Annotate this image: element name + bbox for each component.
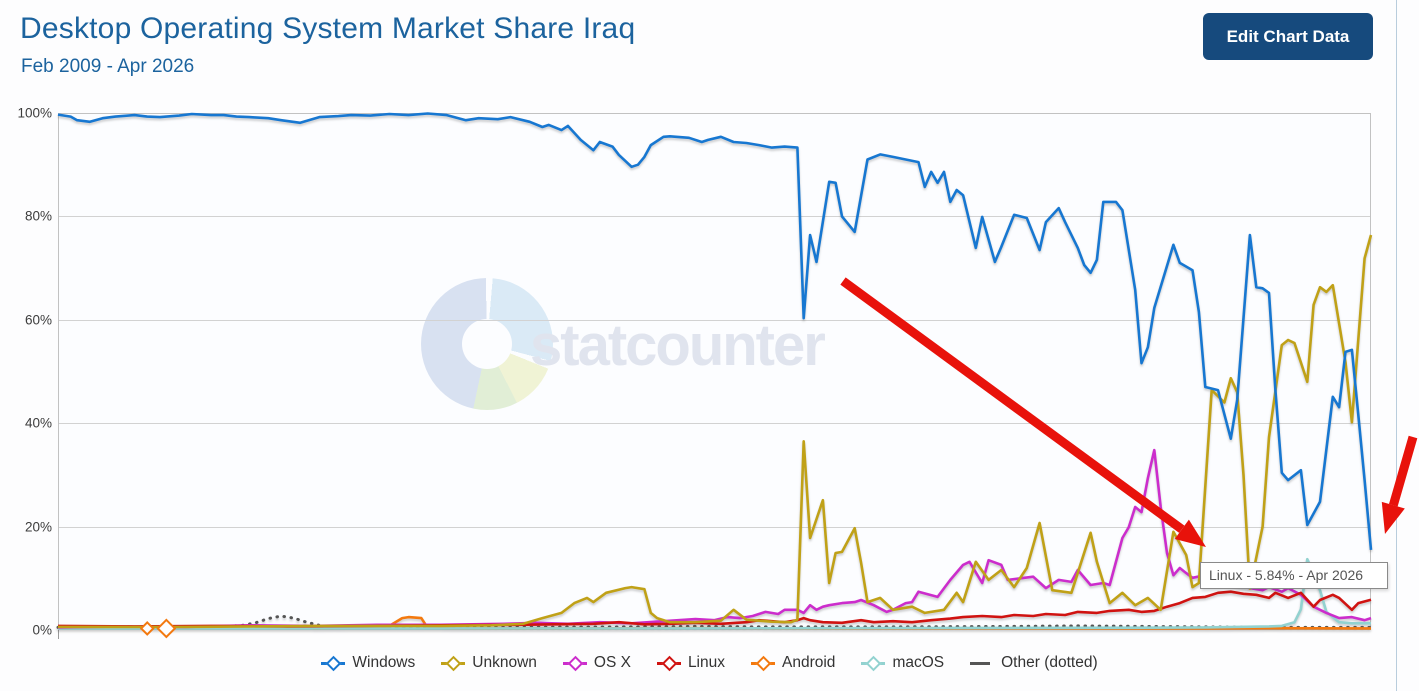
- gridline-80: [59, 216, 1370, 218]
- red-annotation-arrow-1: [840, 277, 1206, 548]
- legend-series-icon: [656, 655, 681, 672]
- legend-item-label: Other (dotted): [1001, 654, 1098, 671]
- y-tick-label-0: 0%: [32, 622, 52, 638]
- y-tick-label-40: 40%: [24, 415, 52, 431]
- gridline-60: [59, 319, 1370, 321]
- legend-series-icon: [562, 655, 587, 672]
- series-line-macos: [58, 557, 1371, 630]
- edit-chart-data-button[interactable]: Edit Chart Data: [1203, 13, 1373, 60]
- legend-item-linux[interactable]: Linux: [656, 654, 725, 672]
- y-tick-label-80: 80%: [24, 208, 52, 224]
- legend-item-label: Windows: [352, 654, 416, 671]
- legend-series-icon: [751, 655, 775, 672]
- android-data-point-marker: [139, 621, 155, 636]
- legend-item-label: OS X: [593, 654, 631, 671]
- android-data-point-marker: [156, 618, 177, 639]
- page-title: Desktop Operating System Market Share Ir…: [20, 12, 636, 45]
- legend-item-windows[interactable]: Windows: [321, 654, 415, 672]
- right-edge-divider: [1396, 0, 1397, 691]
- legend-item-label: Android: [782, 654, 836, 671]
- legend-item-unknown[interactable]: Unknown: [441, 654, 537, 672]
- y-axis-stub: [58, 630, 59, 639]
- page-subtitle: Feb 2009 - Apr 2026: [21, 56, 195, 77]
- legend-series-icon: [321, 655, 346, 672]
- legend-series-icon: [861, 655, 886, 672]
- chart-legend: Windows Unknown OS X Linux Android macOS…: [0, 648, 1419, 678]
- legend-item-label: macOS: [892, 654, 945, 671]
- plot-area[interactable]: [58, 113, 1371, 630]
- red-annotation-arrow-2: [1381, 435, 1418, 535]
- series-line-linux: [57, 590, 1372, 628]
- series-line-windows: [57, 112, 1373, 551]
- series-line-unknown: [58, 234, 1373, 629]
- legend-series-icon: [441, 655, 466, 672]
- series-line-os-x: [57, 448, 1372, 629]
- legend-series-icon: [970, 656, 994, 670]
- gridline-20: [59, 526, 1370, 528]
- legend-item-android[interactable]: Android: [751, 654, 835, 672]
- gridline-40: [59, 423, 1370, 425]
- y-tick-label-60: 60%: [24, 312, 52, 328]
- statcounter-text-watermark: statcounter: [530, 313, 826, 378]
- legend-item-macos[interactable]: macOS: [861, 654, 944, 672]
- legend-item-other[interactable]: Other (dotted): [970, 654, 1098, 672]
- legend-item-os-x[interactable]: OS X: [562, 654, 631, 672]
- chart-tooltip: Linux - 5.84% - Apr 2026: [1200, 562, 1388, 589]
- statcounter-logo-watermark: [421, 278, 553, 410]
- legend-item-label: Linux: [687, 654, 725, 671]
- y-tick-label-100: 100%: [17, 105, 52, 121]
- y-tick-label-20: 20%: [24, 519, 52, 535]
- legend-item-label: Unknown: [472, 654, 537, 671]
